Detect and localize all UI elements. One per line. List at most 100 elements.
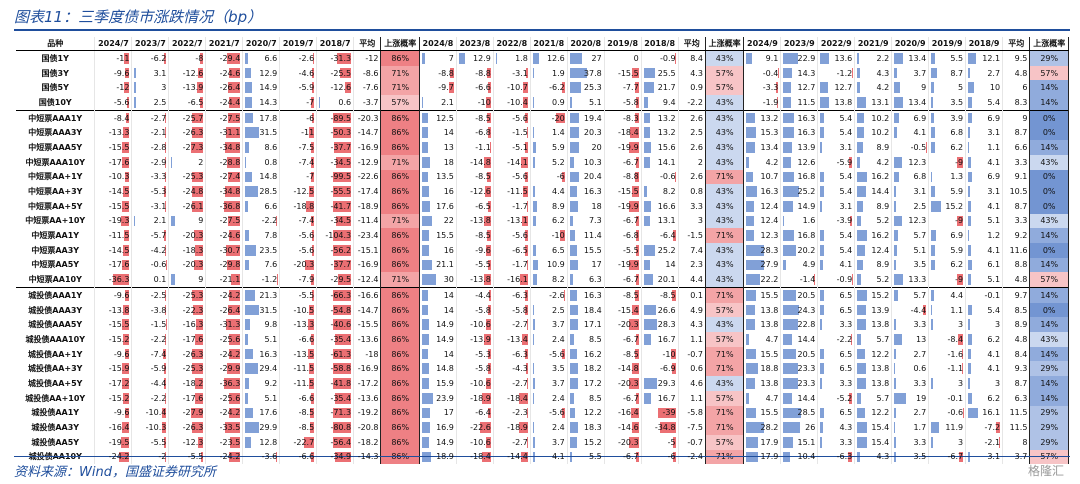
- value-cell: 31.5: [242, 125, 281, 141]
- value-cell: 8.7: [1002, 198, 1031, 214]
- data-bar: [312, 67, 315, 79]
- value-cell: 16.3: [780, 125, 819, 141]
- data-bar: [171, 274, 176, 285]
- value-cell: -9.6: [94, 346, 133, 362]
- cell-value: 23.3: [797, 364, 816, 374]
- value-cell: 5.4: [817, 125, 856, 141]
- data-bar: [931, 290, 934, 301]
- cell-value: 14.3: [259, 97, 278, 107]
- data-bar: [333, 422, 352, 433]
- value-cell: -20.3: [604, 317, 642, 333]
- data-bar: [746, 304, 756, 316]
- cell-value: -4.4: [910, 305, 927, 315]
- cell-value: 3.5: [913, 452, 927, 462]
- data-bar: [635, 334, 639, 345]
- value-cell: 13.1: [641, 213, 679, 229]
- cell-value: 4.4: [552, 187, 565, 197]
- cell-value: 20.2: [797, 245, 816, 255]
- cell-value: -5.5: [150, 437, 167, 447]
- value-cell: -8.5: [604, 346, 642, 362]
- value-cell: 3.3: [817, 376, 856, 391]
- data-bar: [245, 244, 256, 256]
- data-bar: [746, 142, 755, 153]
- cell-value: -8.5: [623, 349, 639, 359]
- value-cell: 13.4: [891, 50, 930, 66]
- data-bar: [783, 53, 798, 64]
- value-cell: 8.6: [242, 140, 281, 155]
- value-cell: 4.1: [965, 198, 1004, 214]
- cell-value: -50.3: [330, 128, 352, 138]
- cell-value: -13.6: [357, 334, 379, 344]
- cell-value: -20.3: [182, 231, 204, 241]
- value-cell: -1.2: [817, 65, 856, 81]
- value-cell: -18.2: [168, 376, 207, 391]
- cell-value: -0.4: [762, 68, 779, 78]
- value-cell: 22: [419, 213, 457, 229]
- data-bar: [931, 82, 935, 94]
- rise-probability: 57%: [705, 302, 745, 318]
- data-bar: [746, 186, 757, 197]
- cell-value: -1.9: [762, 97, 779, 107]
- value-cell: 5.4: [817, 242, 856, 258]
- data-bar: [746, 200, 755, 212]
- value-cell: -13.9: [168, 80, 207, 96]
- cell-value: 5.4: [987, 97, 1001, 107]
- value-cell: -7.4: [279, 213, 318, 229]
- data-bar: [569, 334, 574, 345]
- cell-value: 14.9: [436, 437, 454, 447]
- cell-value: 8.6: [264, 142, 278, 152]
- cell-value: 0.6: [690, 364, 703, 374]
- value-cell: 2.6: [678, 109, 706, 126]
- data-bar: [485, 319, 491, 331]
- value-cell: -36.3: [205, 376, 244, 391]
- data-bar: [121, 156, 130, 168]
- value-cell: 14.8: [242, 169, 281, 185]
- data-bar: [968, 274, 972, 285]
- data-bar: [310, 156, 315, 168]
- data-bar: [532, 259, 538, 271]
- value-cell: 2: [168, 154, 207, 170]
- data-bar: [521, 334, 528, 345]
- data-bar: [561, 171, 565, 183]
- data-bar: [309, 127, 315, 139]
- value-cell: -20.3: [279, 257, 318, 273]
- cell-value: -12.3: [182, 437, 204, 447]
- data-bar: [165, 142, 167, 153]
- data-bar: [850, 334, 853, 345]
- cell-value: 2.6: [690, 113, 703, 123]
- data-bar: [783, 171, 794, 183]
- cell-value: 14.8: [259, 172, 278, 182]
- cell-value: -0.1: [947, 393, 964, 403]
- cell-value: -1.1: [947, 364, 964, 374]
- data-bar: [333, 348, 352, 360]
- value-cell: -25.6: [205, 332, 244, 347]
- value-cell: 8.7: [1002, 125, 1031, 141]
- cell-value: -3.7: [362, 97, 379, 107]
- cell-value: -4.3: [512, 364, 528, 374]
- column-header: 2020/7: [242, 37, 281, 51]
- cell-value: 1.7: [913, 423, 927, 433]
- cell-value: -7.4: [298, 216, 315, 226]
- cell-value: -11.5: [507, 187, 528, 197]
- data-bar: [164, 244, 167, 256]
- data-bar: [229, 407, 241, 419]
- data-bar: [746, 127, 757, 139]
- value-cell: 1.2: [965, 228, 1004, 243]
- cell-value: 12.6: [797, 157, 816, 167]
- data-bar: [227, 53, 241, 64]
- data-bar: [894, 53, 903, 64]
- rise-probability: 57%: [1029, 65, 1069, 81]
- value-cell: 7: [419, 50, 457, 66]
- cell-value: -15.2: [108, 393, 130, 403]
- rise-probability: 57%: [705, 65, 745, 81]
- data-bar: [165, 319, 167, 331]
- data-bar: [228, 82, 241, 94]
- column-header: 2019/8: [604, 37, 642, 51]
- cell-value: 23.5: [259, 245, 278, 255]
- data-bar: [629, 436, 639, 448]
- cell-value: 5.4: [839, 172, 853, 182]
- cell-value: -5.3: [475, 349, 491, 359]
- value-cell: 13: [891, 332, 930, 347]
- data-bar: [894, 259, 897, 271]
- value-cell: -5.5: [604, 242, 642, 258]
